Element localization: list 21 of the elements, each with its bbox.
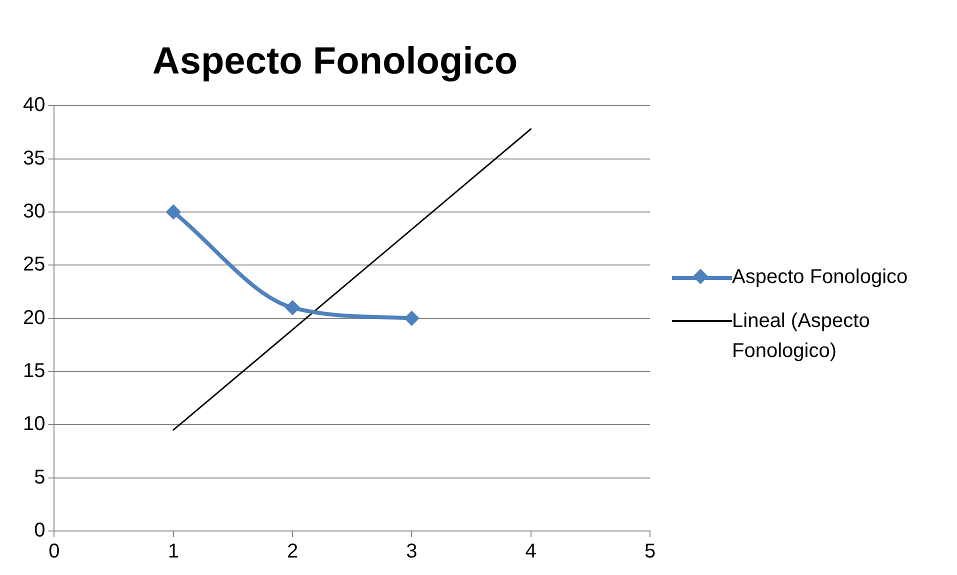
y-tick-label: 15 xyxy=(22,360,46,382)
y-tick-label: 5 xyxy=(34,466,46,488)
x-tick-label: 1 xyxy=(168,540,179,563)
point xyxy=(285,300,300,316)
y-tick-label: 10 xyxy=(22,413,46,436)
chart-title: Aspecto Fonologico xyxy=(152,40,518,82)
y-tick-label: 0 xyxy=(34,520,46,542)
x-tick-label: 5 xyxy=(644,540,656,563)
x-tick-label: 2 xyxy=(286,540,298,563)
x-tick-label: 3 xyxy=(406,540,418,563)
y-tick-label: 25 xyxy=(22,254,46,276)
y-tick-label: 20 xyxy=(22,306,46,329)
point xyxy=(166,204,181,220)
y-tick-label: 40 xyxy=(22,94,46,116)
legend-label: Aspecto Fonologico xyxy=(732,265,909,290)
x-tick-label: 0 xyxy=(48,540,60,563)
y-tick-label: 30 xyxy=(22,200,46,222)
x-tick-label: 4 xyxy=(525,540,536,563)
legend-label: Lineal (Aspecto Fonologico) xyxy=(732,309,871,364)
y-tick-label: 35 xyxy=(22,147,46,170)
point xyxy=(404,310,420,326)
